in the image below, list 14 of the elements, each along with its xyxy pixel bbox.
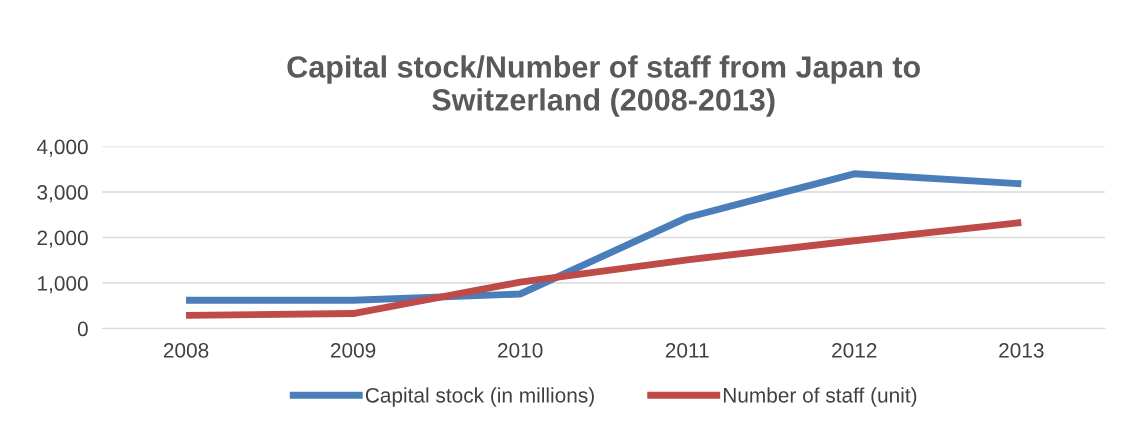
x-tick-label: 2010: [498, 343, 543, 358]
y-tick-label: 0: [77, 321, 88, 337]
y-tick-label: 3,000: [37, 185, 88, 203]
x-tick-label: 2008: [163, 343, 209, 358]
x-tick-label: 2011: [665, 343, 709, 358]
y-tick-label: 1,000: [38, 276, 88, 294]
x-tick-label: 2009: [330, 343, 376, 358]
y-tick-label: 4,000: [36, 139, 88, 157]
x-tick-label: 2013: [999, 343, 1044, 358]
legend-label: Number of staff (unit): [723, 387, 917, 407]
y-tick-label: 2,000: [37, 230, 88, 248]
chart-title: Capital stock/Number of staff from Japan to Switzerland (2008-2013): [287, 55, 920, 117]
legend-label: Capital stock (in millions): [365, 387, 594, 407]
x-tick-label: 2012: [832, 343, 877, 358]
